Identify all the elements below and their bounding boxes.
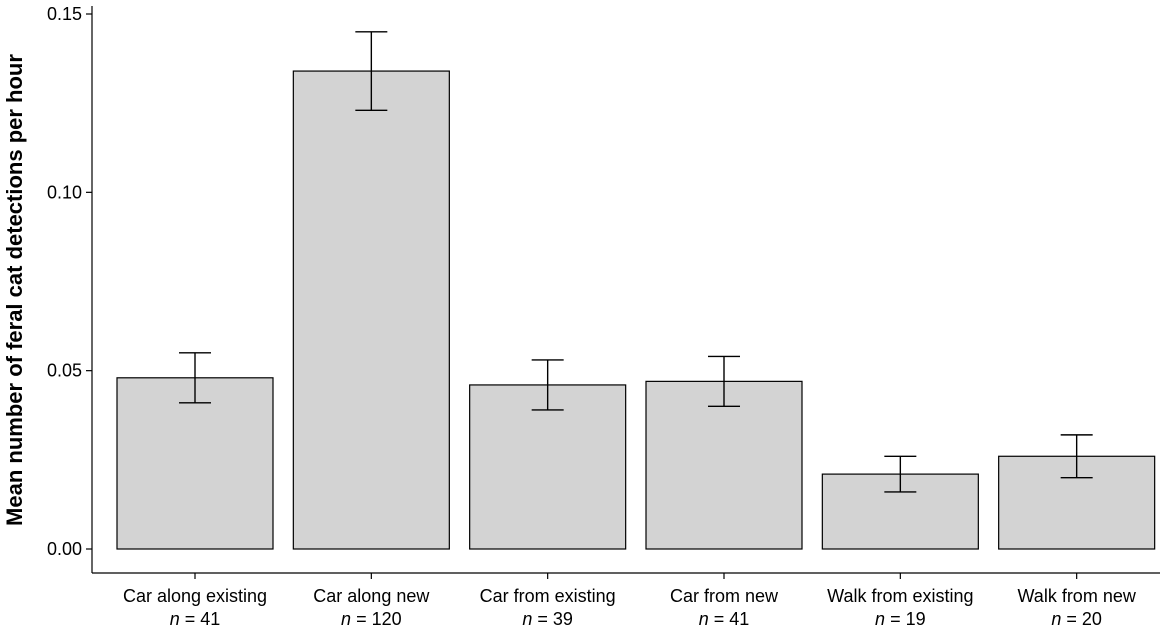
- plot-area: 0.00 0.05 0.10 0.15 Car along existing n = 41…: [47, 4, 1160, 629]
- y-axis-label: Mean number of feral cat detections per …: [2, 54, 27, 526]
- sample-size-label: n = 41: [699, 609, 750, 629]
- bar-1: [116, 377, 274, 550]
- x-tick-label: Car along new: [313, 586, 430, 606]
- y-tick-label: 0.10: [47, 182, 82, 202]
- sample-size-label: n = 19: [875, 609, 926, 629]
- sample-size-label: n = 20: [1051, 609, 1102, 629]
- x-tick-label: Car along existing: [123, 586, 267, 606]
- x-tick-label: Car from new: [670, 586, 779, 606]
- bar-3: [469, 384, 627, 550]
- bar-2: [292, 70, 450, 550]
- y-tick-label: 0.15: [47, 4, 82, 24]
- sample-size-label: n = 120: [341, 609, 402, 629]
- x-tick-label: Walk from new: [1017, 586, 1136, 606]
- sample-size-label: n = 39: [522, 609, 573, 629]
- y-tick-label: 0.05: [47, 361, 82, 381]
- x-tick-label: Walk from existing: [827, 586, 973, 606]
- sample-size-label: n = 41: [170, 609, 221, 629]
- y-tick-label: 0.00: [47, 539, 82, 559]
- x-tick-label: Car from existing: [480, 586, 616, 606]
